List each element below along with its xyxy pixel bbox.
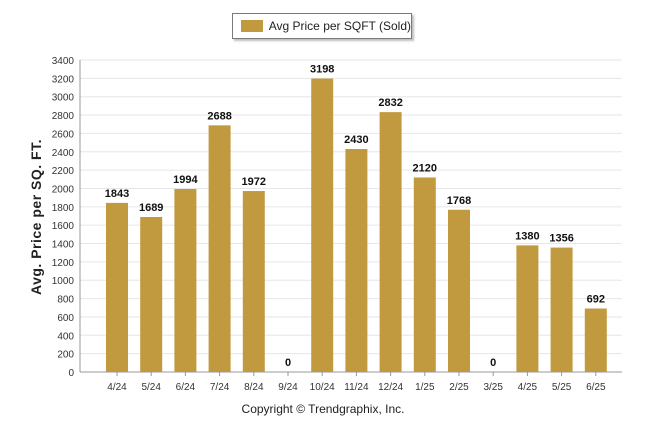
data-label: 2832: [378, 97, 402, 109]
x-tick-label: 11/24: [344, 382, 369, 393]
x-tick-label: 1/25: [415, 382, 435, 393]
x-tick-label: 4/24: [107, 382, 127, 393]
data-label: 692: [587, 293, 605, 305]
bar: [448, 209, 470, 372]
y-tick-label: 3400: [52, 56, 75, 67]
bar: [106, 202, 128, 372]
data-label: 1380: [515, 230, 539, 242]
bar: [516, 245, 539, 372]
bar: [345, 149, 368, 372]
y-tick-label: 3200: [52, 74, 75, 85]
y-tick-label: 600: [57, 313, 74, 324]
data-label: 2688: [207, 110, 231, 122]
y-tick-label: 0: [68, 368, 74, 379]
legend: Avg Price per SQFT (Sold): [232, 13, 412, 39]
bar: [413, 177, 436, 372]
y-tick-label: 800: [57, 295, 74, 306]
data-label: 1972: [242, 176, 266, 188]
x-tick-label: 9/24: [278, 382, 298, 393]
x-tick-label: 10/24: [310, 382, 335, 393]
x-tick-label: 5/25: [552, 382, 572, 393]
bar: [208, 125, 231, 372]
x-tick-label: 3/25: [483, 382, 503, 393]
copyright-text: Copyright © Trendgraphix, Inc.: [241, 402, 405, 416]
bar: [174, 189, 197, 372]
y-tick-label: 1000: [52, 276, 75, 287]
x-tick-label: 4/25: [518, 382, 538, 393]
y-tick-label: 2600: [52, 129, 75, 140]
y-tick-label: 2400: [52, 148, 75, 159]
data-label: 2120: [413, 162, 437, 174]
data-label: 0: [490, 357, 496, 369]
data-label: 1356: [549, 233, 573, 245]
bar: [550, 247, 573, 372]
data-label: 1768: [447, 195, 471, 207]
bar: [311, 78, 334, 372]
y-tick-label: 400: [57, 331, 74, 342]
y-tick-label: 1800: [52, 203, 75, 214]
y-tick-label: 3000: [52, 93, 75, 104]
y-tick-label: 1200: [52, 258, 75, 269]
data-label: 1994: [173, 174, 198, 186]
y-tick-label: 2000: [52, 184, 75, 195]
x-tick-label: 5/24: [141, 382, 161, 393]
x-tick-label: 2/25: [449, 382, 469, 393]
x-tick-label: 6/24: [176, 382, 196, 393]
y-tick-label: 2800: [52, 111, 75, 122]
data-label: 0: [285, 357, 291, 369]
x-tick-label: 7/24: [210, 382, 230, 393]
y-tick-label: 2200: [52, 166, 75, 177]
y-tick-label: 1400: [52, 240, 75, 251]
data-label: 2430: [344, 134, 368, 146]
x-tick-label: 6/25: [586, 382, 606, 393]
x-tick-label: 8/24: [244, 382, 264, 393]
legend-label: Avg Price per SQFT (Sold): [268, 19, 411, 33]
bar: [140, 217, 163, 372]
y-tick-label: 200: [57, 350, 74, 361]
x-tick-label: 12/24: [378, 382, 403, 393]
data-label: 1843: [105, 188, 129, 200]
data-label: 3198: [310, 64, 334, 76]
bar: [242, 191, 265, 372]
bar: [584, 308, 607, 372]
legend-swatch: [241, 20, 263, 32]
y-tick-label: 1600: [52, 221, 75, 232]
bar: [379, 112, 402, 373]
data-label: 1689: [139, 202, 163, 214]
